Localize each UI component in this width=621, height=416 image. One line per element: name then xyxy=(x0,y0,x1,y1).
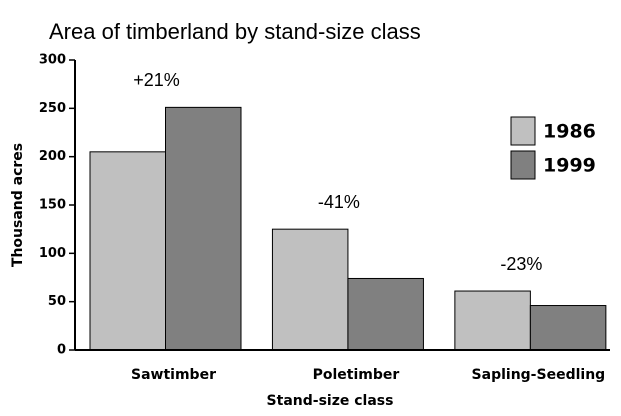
x-axis-label: Stand-size class xyxy=(267,393,394,409)
bar xyxy=(454,290,531,351)
bar xyxy=(271,228,349,351)
y-tick-label: 300 xyxy=(39,53,66,68)
y-tick-label: 50 xyxy=(48,294,66,309)
x-tick-label: Sawtimber xyxy=(131,367,216,383)
legend-swatch xyxy=(510,116,536,146)
x-tick-label: Poletimber xyxy=(313,367,400,383)
y-tick-label: 0 xyxy=(57,343,66,358)
y-axis-label: Thousand acres xyxy=(10,143,26,267)
y-tick-label: 100 xyxy=(39,246,66,261)
chart-title: Area of timberland by stand-size class xyxy=(49,19,421,44)
bar xyxy=(89,151,166,351)
y-tick-label: 150 xyxy=(39,198,66,213)
annotation: -41% xyxy=(318,192,360,212)
bar xyxy=(529,305,607,351)
annotation: +21% xyxy=(133,70,180,90)
legend-label: 1999 xyxy=(543,155,596,177)
bar xyxy=(347,277,424,351)
legend-label: 1986 xyxy=(543,121,596,143)
y-tick-label: 250 xyxy=(39,101,66,116)
legend-swatch xyxy=(510,150,536,180)
bar xyxy=(165,106,242,351)
x-tick-label: Sapling-Seedling xyxy=(472,367,606,383)
y-tick-label: 200 xyxy=(39,149,66,164)
annotation: -23% xyxy=(500,254,542,274)
